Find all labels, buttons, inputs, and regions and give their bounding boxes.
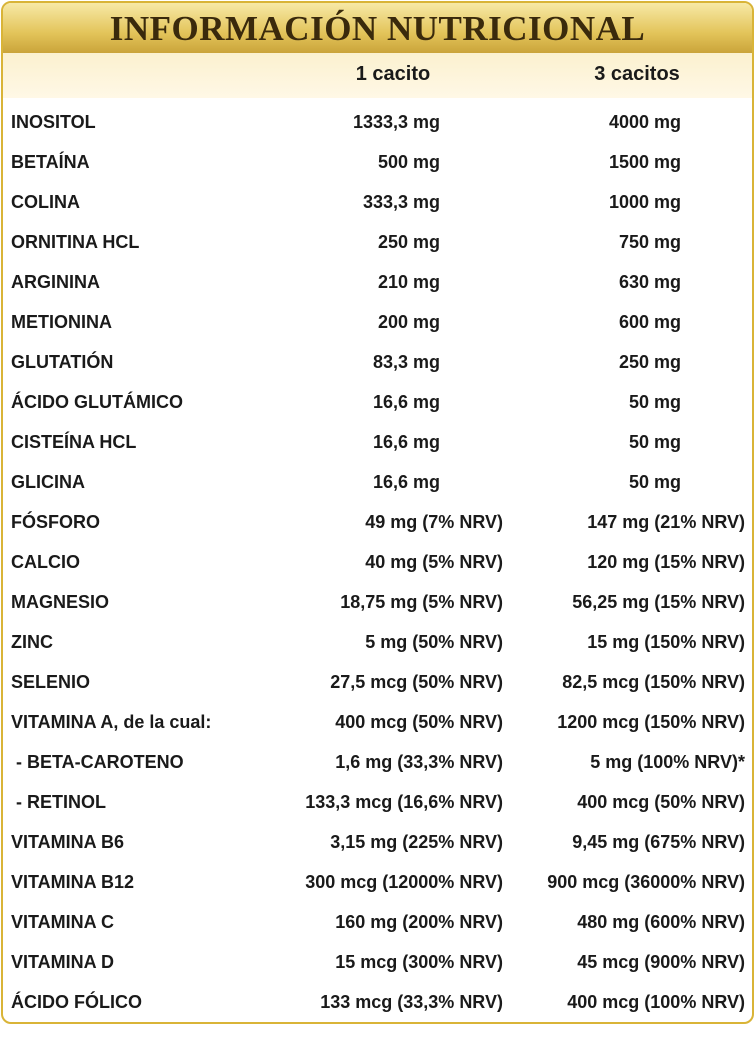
value-1-cacito: 250 mg: [377, 232, 440, 252]
value-3-cacitos: 120 mg (15% NRV): [587, 552, 745, 572]
value-3-cacitos: 50 mg: [628, 392, 681, 412]
value-3-cacitos: 15 mg (150% NRV): [587, 632, 745, 652]
value-1-cacito: 16,6 mg: [372, 432, 440, 452]
nutrient-name: ORNITINA HCL: [11, 232, 140, 252]
value-1-cacito: 210 mg: [377, 272, 440, 292]
value-1-cacito: 1333,3 mg: [352, 112, 440, 132]
value-3-cacitos: 5 mg (100% NRV)*: [590, 752, 745, 772]
nutrient-name: MAGNESIO: [11, 592, 110, 612]
value-1-cacito: 160 mg (200% NRV): [335, 912, 503, 932]
value-1-cacito: 83,3 mg: [372, 352, 440, 372]
value-1-cacito: 400 mcg (50% NRV): [335, 712, 503, 732]
nutrient-name: METIONINA: [11, 312, 112, 332]
value-1-cacito: 40 mg (5% NRV): [365, 552, 503, 572]
column-header: 1 cacito: [355, 63, 431, 85]
nutrient-name: VITAMINA B6: [11, 832, 125, 852]
nutrient-name: VITAMINA A, de la cual:: [11, 712, 212, 732]
nutrient-name: INOSITOL: [11, 112, 96, 132]
nutrient-name: VITAMINA D: [11, 952, 114, 972]
nutrient-name: - RETINOL: [11, 792, 106, 812]
nutrient-name: CALCIO: [11, 552, 80, 572]
nutrient-name: GLUTATIÓN: [11, 352, 114, 372]
nutrient-name: ARGININA: [11, 272, 100, 292]
value-3-cacitos: 600 mg: [618, 312, 681, 332]
value-3-cacitos: 400 mcg (50% NRV): [577, 792, 745, 812]
column-header: 3 cacitos: [594, 63, 680, 85]
value-3-cacitos: 900 mcg (36000% NRV): [547, 872, 745, 892]
value-3-cacitos: 45 mcg (900% NRV): [577, 952, 745, 972]
value-1-cacito: 15 mcg (300% NRV): [335, 952, 503, 972]
value-1-cacito: 1,6 mg (33,3% NRV): [335, 752, 503, 772]
nutrient-name: VITAMINA B12: [11, 872, 135, 892]
value-3-cacitos: 147 mg (21% NRV): [587, 512, 745, 532]
value-3-cacitos: 630 mg: [618, 272, 681, 292]
nutrient-name: COLINA: [11, 192, 80, 212]
nutrient-name: ÁCIDO GLUTÁMICO: [11, 392, 183, 412]
value-3-cacitos: 4000 mg: [608, 112, 681, 132]
value-1-cacito: 3,15 mg (225% NRV): [330, 832, 503, 852]
nutrient-name: VITAMINA C: [11, 912, 114, 932]
value-1-cacito: 18,75 mg (5% NRV): [340, 592, 503, 612]
value-1-cacito: 16,6 mg: [372, 392, 440, 412]
value-3-cacitos: 50 mg: [628, 432, 681, 452]
nutrient-name: ÁCIDO FÓLICO: [11, 992, 142, 1012]
nutrient-name: BETAÍNA: [11, 152, 90, 172]
nutrient-name: SELENIO: [11, 672, 91, 692]
value-3-cacitos: 480 mg (600% NRV): [577, 912, 745, 932]
nutrient-name: CISTEÍNA HCL: [11, 432, 137, 452]
nutrient-name: - BETA-CAROTENO: [11, 752, 184, 772]
value-3-cacitos: 1500 mg: [608, 152, 681, 172]
value-1-cacito: 27,5 mcg (50% NRV): [330, 672, 503, 692]
value-3-cacitos: 750 mg: [618, 232, 681, 252]
header-row: 1 cacito 3 cacitos: [3, 53, 752, 98]
value-1-cacito: 300 mcg (12000% NRV): [305, 872, 503, 892]
value-1-cacito: 133 mcg (33,3% NRV): [320, 992, 503, 1012]
nutrient-name: ZINC: [11, 632, 53, 652]
value-1-cacito: 49 mg (7% NRV): [365, 512, 503, 532]
nutrition-panel: INFORMACIÓN NUTRICIONAL 1 cacito 3 cacit…: [1, 1, 754, 1024]
value-1-cacito: 333,3 mg: [362, 192, 440, 212]
value-1-cacito: 5 mg (50% NRV): [365, 632, 503, 652]
title: INFORMACIÓN NUTRICIONAL: [3, 3, 752, 53]
value-3-cacitos: 400 mcg (100% NRV): [567, 992, 745, 1012]
nutrient-name: GLICINA: [11, 472, 85, 492]
nutrient-name: FÓSFORO: [11, 512, 100, 532]
value-3-cacitos: 9,45 mg (675% NRV): [572, 832, 745, 852]
value-3-cacitos: 50 mg: [628, 472, 681, 492]
value-1-cacito: 200 mg: [377, 312, 440, 332]
value-1-cacito: 16,6 mg: [372, 472, 440, 492]
value-3-cacitos: 56,25 mg (15% NRV): [572, 592, 745, 612]
value-3-cacitos: 250 mg: [618, 352, 681, 372]
value-3-cacitos: 1000 mg: [608, 192, 681, 212]
value-3-cacitos: 1200 mcg (150% NRV): [557, 712, 745, 732]
value-1-cacito: 500 mg: [377, 152, 440, 172]
value-3-cacitos: 82,5 mcg (150% NRV): [562, 672, 745, 692]
value-1-cacito: 133,3 mcg (16,6% NRV): [305, 792, 503, 812]
